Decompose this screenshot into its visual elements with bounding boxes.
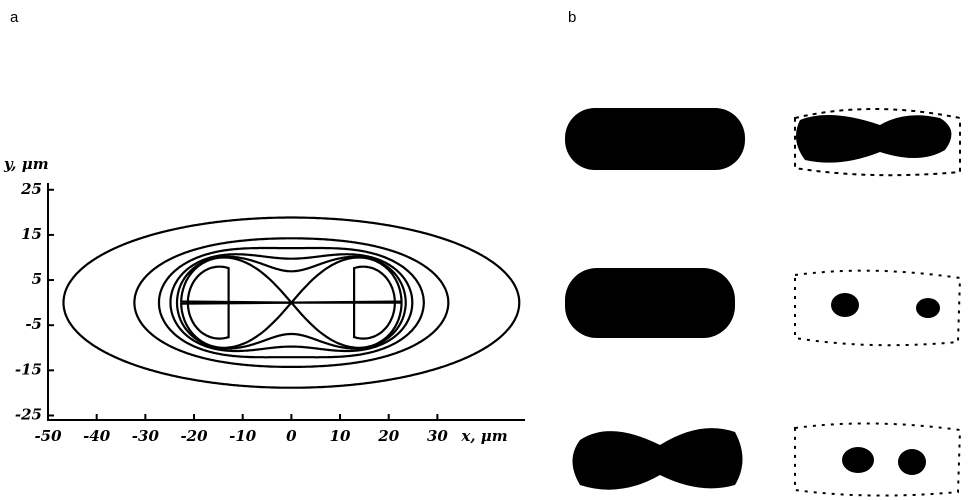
y-tick-label: -25 [15, 405, 42, 423]
contour [289, 256, 403, 349]
contour [186, 265, 230, 340]
x-tick-label: -30 [132, 427, 160, 445]
blob [796, 115, 952, 163]
x-tick-label: -50 [34, 427, 62, 445]
halo [794, 269, 962, 347]
x-tick-label: 30 [427, 427, 448, 445]
blob [916, 298, 940, 318]
contour [169, 253, 414, 353]
panel-label: b [568, 9, 576, 26]
y-tick-label: 15 [21, 225, 42, 243]
panel-label: a [10, 9, 19, 26]
x-tick-label: -10 [229, 427, 257, 445]
y-tick-label: -15 [15, 360, 42, 378]
y-tick-label: 25 [20, 180, 42, 198]
y-tick-label: -5 [25, 315, 42, 333]
x-tick-label: -20 [180, 427, 208, 445]
halo [794, 422, 962, 497]
x-tick-label: 10 [330, 427, 351, 445]
halo [794, 108, 961, 177]
blob [572, 428, 743, 490]
x-tick-label: 20 [377, 427, 399, 445]
blob [565, 108, 745, 170]
contour [133, 237, 450, 368]
y-axis-label: y, μm [3, 155, 49, 173]
contour [157, 246, 425, 359]
x-tick-label: 0 [286, 427, 297, 445]
x-axis-label: x, μm [460, 427, 507, 445]
blob [831, 293, 859, 317]
x-tick-label: -40 [83, 427, 111, 445]
micrographs [565, 108, 962, 497]
contour [62, 216, 521, 389]
blob [898, 449, 926, 475]
contour [175, 255, 407, 350]
blob [842, 447, 874, 473]
blob [565, 268, 735, 338]
y-tick-label: 5 [32, 270, 42, 288]
contour [179, 256, 293, 349]
